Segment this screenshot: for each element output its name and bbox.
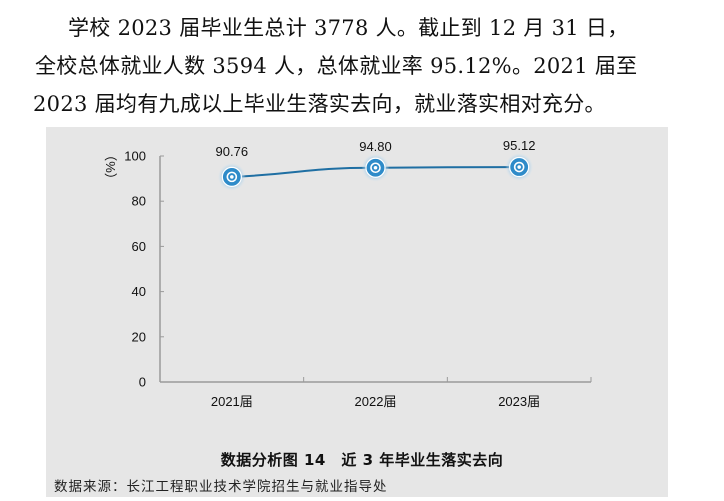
paragraph-line-2: 全校总体就业人数 3594 人，总体就业率 95.12%。2021 届至 bbox=[35, 54, 638, 78]
data-label: 95.12 bbox=[503, 138, 536, 153]
y-tick-label: 20 bbox=[132, 329, 146, 344]
y-tick-label: 40 bbox=[132, 284, 146, 299]
data-point: 94.80 bbox=[359, 139, 392, 182]
y-axis: 0 20 40 60 80 100 bbox=[124, 149, 164, 390]
data-label: 94.80 bbox=[359, 139, 392, 154]
paragraph-line-1: 学校 2023 届毕业生总计 3778 人。截止到 12 月 31 日， bbox=[68, 16, 629, 40]
chart-panel: 0 20 40 60 80 100 2021届 2022届 2023届 （%） 90.76 94… bbox=[46, 127, 668, 497]
y-axis-label: （%） bbox=[103, 148, 118, 186]
data-point: 95.12 bbox=[503, 138, 536, 182]
line-chart: 0 20 40 60 80 100 2021届 2022届 2023届 （%） 90.76 94… bbox=[103, 138, 592, 409]
figure-caption: 数据分析图 14 近 3 年毕业生落实去向 bbox=[220, 451, 504, 469]
paragraph-line-3: 2023 届均有九成以上毕业生落实去向，就业落实相对充分。 bbox=[33, 92, 606, 116]
data-source: 数据来源：长江工程职业技术学院招生与就业指导处 bbox=[54, 479, 388, 495]
x-tick-label: 2023届 bbox=[498, 394, 540, 409]
y-tick-label: 80 bbox=[132, 194, 146, 209]
y-tick-label: 60 bbox=[132, 239, 146, 254]
x-tick-label: 2022届 bbox=[355, 394, 397, 409]
y-tick-label: 100 bbox=[124, 149, 146, 164]
y-tick-label: 0 bbox=[139, 375, 146, 390]
x-tick-label: 2021届 bbox=[211, 394, 253, 409]
x-axis: 2021届 2022届 2023届 bbox=[160, 377, 592, 409]
data-markers: 90.76 94.80 95.12 bbox=[216, 138, 536, 191]
data-label: 90.76 bbox=[216, 144, 249, 159]
data-point: 90.76 bbox=[216, 144, 249, 191]
